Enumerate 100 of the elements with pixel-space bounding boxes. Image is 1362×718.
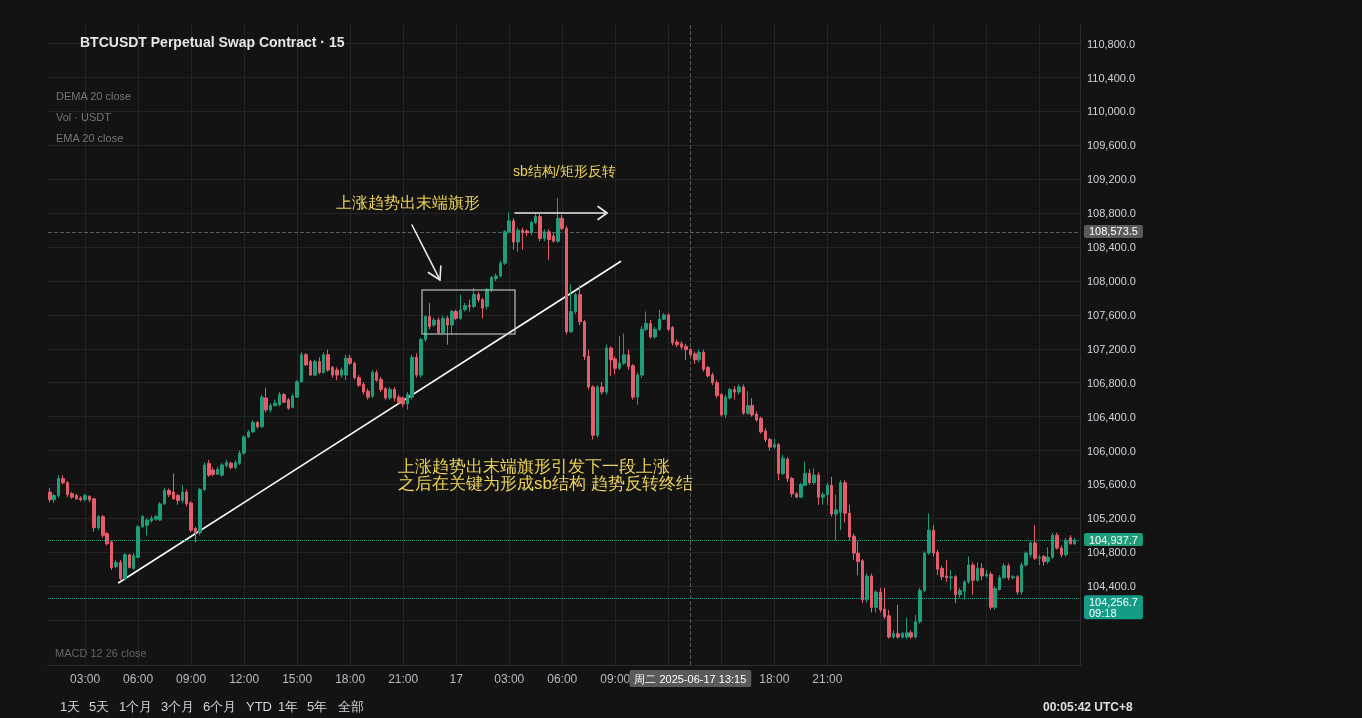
text: 6个月 <box>203 699 237 714</box>
candlestick <box>954 574 957 604</box>
candlestick <box>684 343 688 361</box>
candlestick <box>446 315 449 346</box>
candlestick <box>454 309 458 321</box>
text: 1个月 <box>119 699 153 714</box>
candlestick <box>870 572 873 613</box>
candlestick <box>777 442 780 481</box>
candlestick <box>1033 524 1037 561</box>
x-tick-label: 03:00 <box>494 672 525 686</box>
candlestick <box>388 386 392 401</box>
x-tick-label: 21:00 <box>812 672 843 686</box>
candlestick <box>123 552 127 580</box>
candlestick <box>260 394 264 429</box>
candlestick <box>256 420 259 429</box>
annotation: sb结构/矩形反转 <box>513 163 616 179</box>
candlestick <box>985 569 988 579</box>
y-tick-label: 105,200.0 <box>1087 512 1136 525</box>
candlestick <box>145 517 149 536</box>
candlestick <box>547 228 551 261</box>
candlestick <box>773 438 776 450</box>
candlestick <box>556 197 560 244</box>
candlestick <box>318 356 321 375</box>
candlestick <box>79 495 82 502</box>
candlestick <box>737 383 741 396</box>
candlestick <box>746 390 750 416</box>
y-tick-label: 106,400.0 <box>1087 410 1136 423</box>
candlestick <box>538 213 542 242</box>
candlestick <box>781 454 785 476</box>
y-tick-label: 108,000.0 <box>1087 275 1136 287</box>
annotation: EMA 20 close <box>56 132 124 145</box>
candlestick <box>313 359 317 377</box>
candlestick <box>892 629 895 640</box>
candlestick <box>971 561 975 596</box>
candlestick <box>264 387 268 413</box>
candlestick <box>468 299 471 313</box>
annotation: Vol · USDT <box>56 111 112 124</box>
x-tick-label: 06:00 <box>123 672 154 686</box>
candlestick <box>569 283 573 334</box>
candlestick <box>697 349 701 363</box>
annotation: MACD 12 26 close <box>55 647 147 660</box>
candlestick <box>322 351 325 374</box>
candlestick <box>207 459 211 478</box>
candlestick <box>750 397 754 418</box>
candlestick <box>428 302 431 330</box>
x-tick-label: 06:00 <box>547 672 578 686</box>
x-tick-label: 03:00 <box>70 672 101 686</box>
annotation: DEMA 20 close <box>56 90 132 103</box>
candlestick <box>949 569 953 591</box>
candlestick <box>114 559 118 569</box>
candlestick <box>1042 554 1046 567</box>
candlestick <box>622 333 626 366</box>
annotation: 上涨趋势出末端旗形 <box>336 194 480 212</box>
candlestick <box>1016 574 1019 596</box>
candlestick <box>976 561 979 583</box>
candlestick <box>905 617 909 640</box>
candlestick <box>251 419 255 434</box>
text: 全部 <box>338 699 364 714</box>
candlestick <box>600 381 604 396</box>
x-tick-label: 21:00 <box>388 672 419 686</box>
candlestick <box>450 309 454 335</box>
y-tick-label: 104,400.0 <box>1087 580 1136 593</box>
x-tick-label: 12:00 <box>229 672 260 686</box>
y-tick-label: 106,000.0 <box>1087 444 1136 457</box>
candlestick <box>817 472 820 506</box>
candlestick <box>909 629 913 640</box>
candlestick <box>1007 562 1010 581</box>
candlestick <box>512 217 515 251</box>
candlestick <box>812 467 816 485</box>
candlestick <box>543 228 546 242</box>
candlestick <box>742 383 745 416</box>
text: BTCUSDT Perpetual Swap Contract · 15 <box>80 34 345 50</box>
y-tick-label: 109,200.0 <box>1087 173 1136 186</box>
y-tick-label: 108,800.0 <box>1087 207 1136 220</box>
candlestick <box>808 468 811 485</box>
candlestick <box>48 487 52 503</box>
y-tick-label: 110,800.0 <box>1087 37 1136 50</box>
candlestick <box>92 497 96 533</box>
candlestick <box>432 316 436 328</box>
y-tick-label: 110,000.0 <box>1087 105 1136 118</box>
candlestick <box>516 227 520 253</box>
candlestick <box>472 287 476 309</box>
y-tick-label: 107,200.0 <box>1087 342 1136 355</box>
candlestick <box>335 366 339 381</box>
candlestick <box>989 571 993 611</box>
x-tick-label: 18:00 <box>335 672 366 686</box>
y-tick-label: 110,400.0 <box>1087 71 1136 84</box>
text: 1年 <box>278 699 299 714</box>
candlestick <box>609 345 613 377</box>
candlestick <box>415 352 418 379</box>
candlestick <box>441 315 445 335</box>
candlestick <box>1038 554 1041 566</box>
candlestick <box>1069 534 1072 546</box>
candlestick <box>605 344 608 396</box>
candlestick <box>649 319 652 340</box>
candlestick <box>1011 574 1015 580</box>
y-tick-label: 109,600.0 <box>1087 139 1136 152</box>
ref-line-label: 周二 2025-06-17 13:15 <box>634 672 747 685</box>
candlestick <box>437 316 440 335</box>
ref-line-label: 104,937.7 <box>1089 533 1138 546</box>
